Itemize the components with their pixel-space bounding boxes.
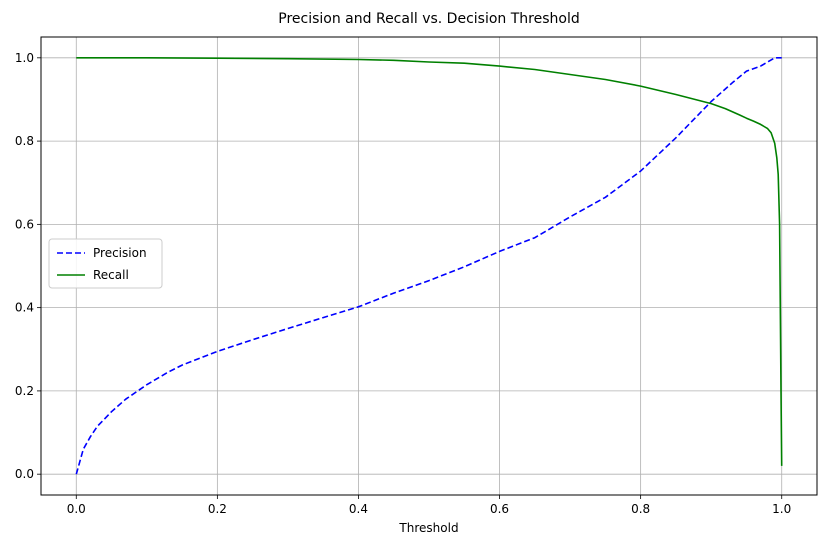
- plot-area: [75, 56, 783, 475]
- legend-label-precision: Precision: [93, 246, 147, 260]
- x-tick-label: 0.2: [208, 502, 227, 516]
- x-tick-label: 1.0: [772, 502, 791, 516]
- series-line-recall: [76, 56, 783, 466]
- y-tick-label: 0.4: [15, 301, 34, 315]
- series-line-precision: [75, 56, 782, 475]
- chart-title: Precision and Recall vs. Decision Thresh…: [278, 11, 579, 27]
- x-tick-label: 0.8: [631, 502, 650, 516]
- x-tick-label: 0.0: [67, 502, 86, 516]
- x-tick-label: 0.6: [490, 502, 509, 516]
- y-tick-label: 0.6: [15, 217, 34, 231]
- x-tick-label: 0.4: [349, 502, 368, 516]
- y-tick-label: 0.8: [15, 134, 34, 148]
- legend: Precision Recall: [48, 238, 163, 289]
- plot-frame: [40, 36, 818, 496]
- y-axis: 0.0 0.2 0.4 0.6 0.8 1.0: [15, 51, 41, 481]
- x-axis-label: Threshold: [398, 521, 458, 535]
- y-tick-label: 0.2: [15, 384, 34, 398]
- y-tick-label: 0.0: [15, 467, 34, 481]
- y-tick-label: 1.0: [15, 51, 34, 65]
- x-axis: 0.0 0.2 0.4 0.6 0.8 1.0: [67, 495, 791, 516]
- legend-label-recall: Recall: [93, 268, 129, 282]
